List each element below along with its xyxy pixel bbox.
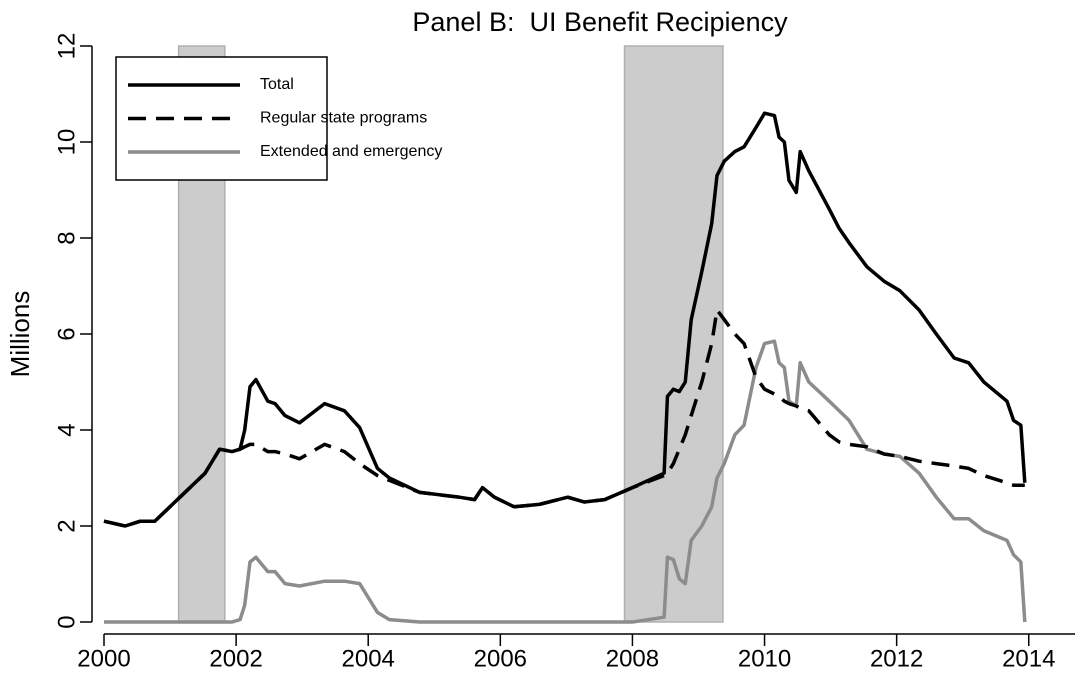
- legend-label: Extended and emergency: [260, 143, 442, 160]
- x-tick-label: 2012: [870, 645, 923, 672]
- series-line: [103, 308, 1025, 528]
- series-line: [104, 339, 1027, 624]
- legend-label: Total: [260, 76, 294, 93]
- y-tick-label: 0: [53, 615, 80, 628]
- x-tick-label: 2006: [474, 645, 527, 672]
- x-tick-label: 2010: [738, 645, 791, 672]
- y-tick-label: 10: [53, 129, 80, 156]
- y-tick-label: 6: [53, 327, 80, 340]
- y-tick-label: 4: [53, 423, 80, 436]
- y-axis-label: Millions: [5, 291, 35, 378]
- legend-label: Regular state programs: [260, 110, 427, 127]
- x-tick-label: 2004: [342, 645, 395, 672]
- series-line: [103, 111, 1027, 528]
- x-tick-label: 2002: [209, 645, 262, 672]
- y-tick-label: 8: [53, 231, 80, 244]
- y-tick-label: 2: [53, 519, 80, 532]
- x-tick-label: 2008: [606, 645, 659, 672]
- chart-title: Panel B: UI Benefit Recipiency: [412, 7, 788, 37]
- legend: Total Regular state programs Extended and …: [115, 56, 442, 181]
- recession-band: [623, 45, 724, 623]
- x-tick-label: 2000: [77, 645, 130, 672]
- x-tick-label: 2014: [1002, 645, 1055, 672]
- y-tick-label: 12: [53, 33, 80, 60]
